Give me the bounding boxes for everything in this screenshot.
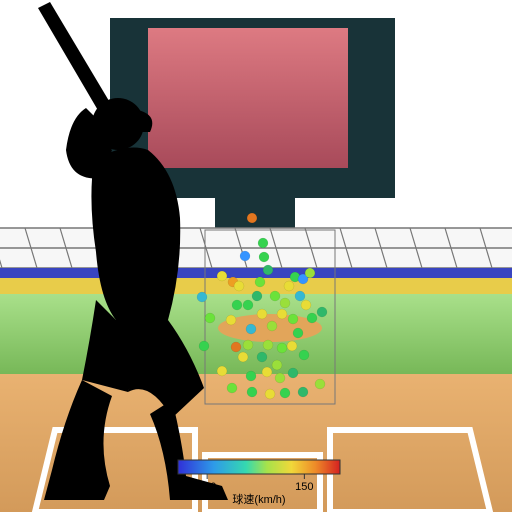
colorbar-label: 球速(km/h) xyxy=(232,492,285,506)
colorbar-tick-label: 100 xyxy=(198,481,216,493)
colorbar-tick-label: 150 xyxy=(295,481,313,493)
pitch-chart: 100 150 球速(km/h) xyxy=(0,0,512,512)
